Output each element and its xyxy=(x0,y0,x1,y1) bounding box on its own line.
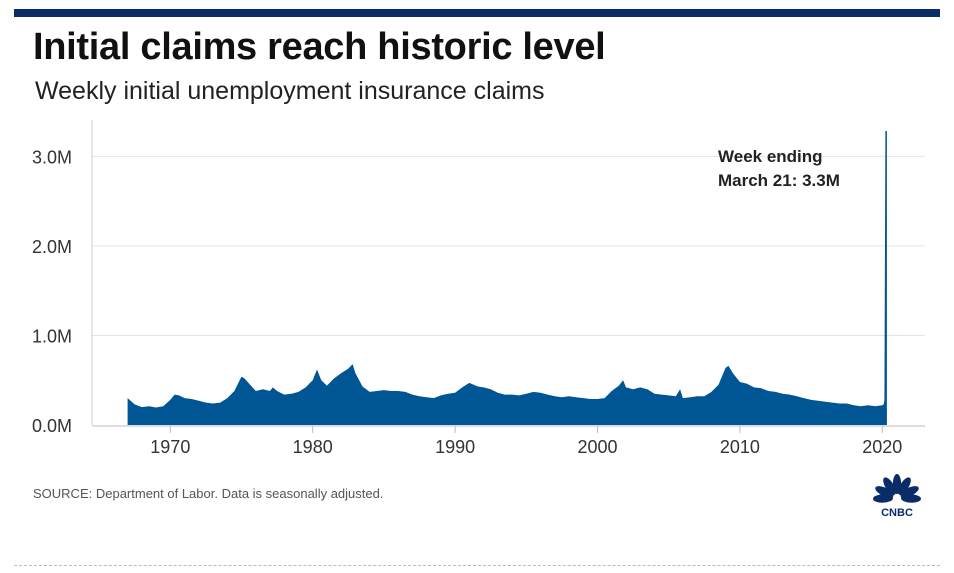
y-tick-label: 1.0M xyxy=(32,326,72,346)
x-tick-label: 2020 xyxy=(862,437,902,457)
x-tick-label: 1990 xyxy=(435,437,475,457)
x-tick-label: 1980 xyxy=(293,437,333,457)
peak-annotation-line: March 21: 3.3M xyxy=(718,171,840,190)
cnbc-peacock-logo: CNBC xyxy=(873,474,921,518)
chart-title: Initial claims reach historic level xyxy=(33,26,606,68)
bottom-divider xyxy=(14,565,940,566)
chart-subtitle: Weekly initial unemployment insurance cl… xyxy=(35,77,545,105)
peak-annotation-line: Week ending xyxy=(718,147,823,166)
y-tick-label: 3.0M xyxy=(32,147,72,167)
x-tick-label: 2000 xyxy=(577,437,617,457)
y-tick-label: 2.0M xyxy=(32,237,72,257)
source-note: SOURCE: Department of Labor. Data is sea… xyxy=(33,486,384,501)
x-tick-label: 2010 xyxy=(720,437,760,457)
y-tick-label: 0.0M xyxy=(32,416,72,436)
x-tick-label: 1970 xyxy=(150,437,190,457)
cnbc-logo-text: CNBC xyxy=(881,507,913,518)
brand-top-bar xyxy=(14,9,940,17)
